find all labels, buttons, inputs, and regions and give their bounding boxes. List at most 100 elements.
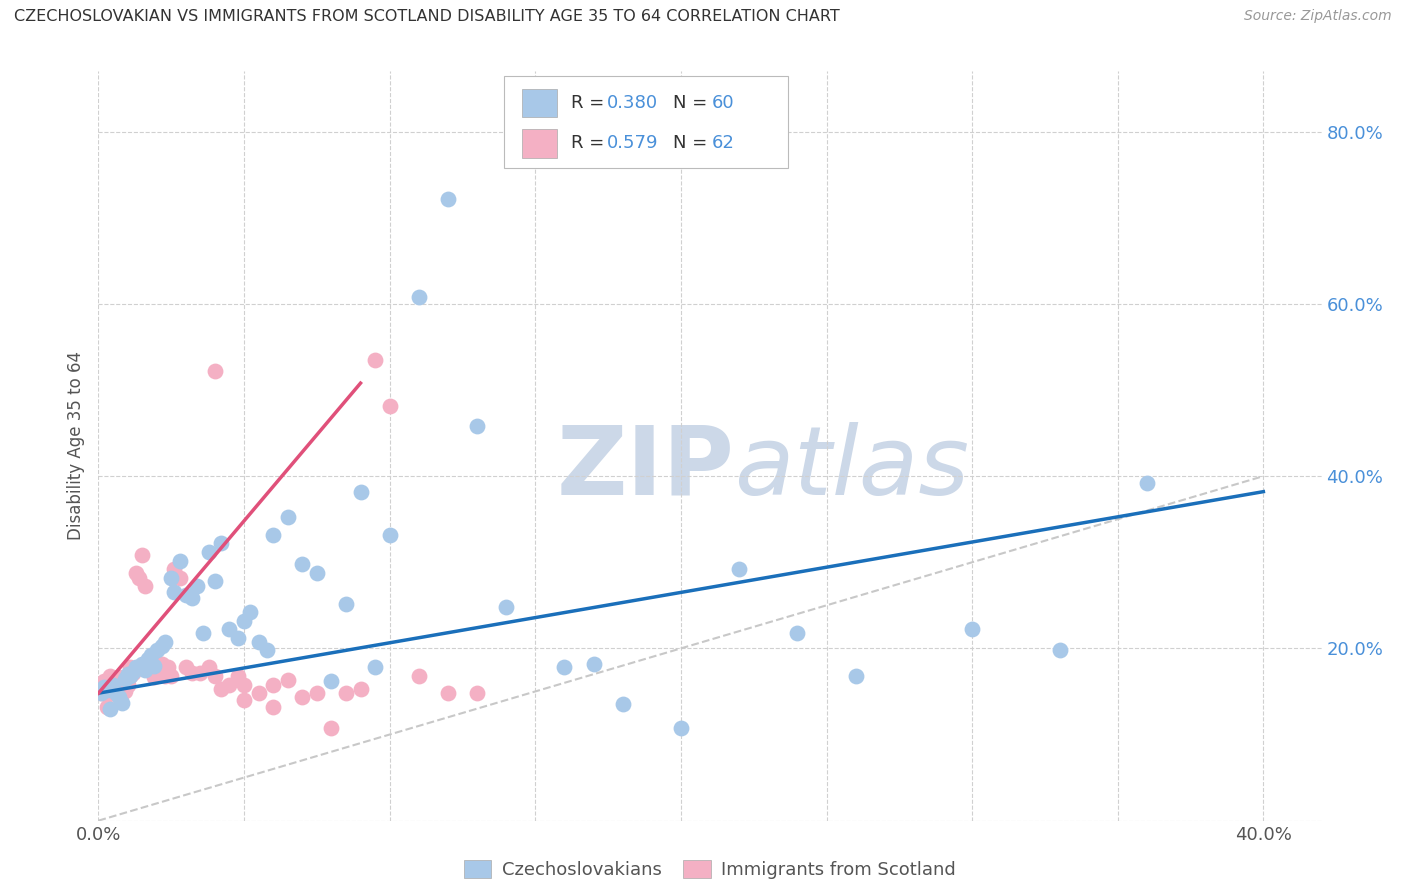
- Point: [134, 663, 156, 677]
- Text: atlas: atlas: [734, 422, 970, 515]
- Point: [98, 669, 121, 683]
- Point: [218, 677, 240, 691]
- Point: [1136, 476, 1159, 491]
- Point: [209, 681, 232, 696]
- Point: [93, 674, 115, 689]
- Point: [174, 660, 197, 674]
- Point: [125, 566, 148, 580]
- Point: [193, 626, 215, 640]
- Point: [1049, 643, 1071, 657]
- Point: [960, 623, 983, 637]
- Point: [305, 686, 328, 700]
- Point: [233, 614, 256, 628]
- Point: [139, 651, 162, 665]
- Point: [378, 527, 401, 541]
- Point: [163, 562, 186, 576]
- Point: [131, 657, 153, 671]
- Point: [122, 665, 145, 679]
- Point: [120, 669, 142, 683]
- Point: [180, 591, 202, 606]
- Point: [108, 670, 131, 684]
- Point: [786, 626, 808, 640]
- Point: [108, 690, 131, 705]
- Point: [305, 566, 328, 580]
- Point: [90, 686, 112, 700]
- Point: [96, 677, 118, 691]
- Point: [198, 545, 221, 559]
- Point: [152, 639, 174, 653]
- Point: [149, 660, 172, 674]
- Point: [247, 634, 270, 648]
- Point: [93, 680, 115, 694]
- Point: [188, 665, 212, 680]
- Point: [117, 669, 139, 683]
- Point: [136, 660, 159, 674]
- Point: [134, 579, 156, 593]
- Point: [226, 631, 249, 645]
- Point: [239, 605, 262, 619]
- Point: [142, 658, 165, 673]
- Point: [98, 701, 121, 715]
- Point: [204, 669, 226, 683]
- Text: 60: 60: [711, 94, 735, 112]
- Point: [198, 660, 221, 674]
- Point: [277, 510, 299, 524]
- Point: [139, 648, 162, 663]
- Point: [262, 700, 284, 714]
- Point: [204, 364, 226, 378]
- Point: [262, 677, 284, 691]
- Point: [291, 557, 314, 571]
- Point: [247, 686, 270, 700]
- Text: 0.380: 0.380: [606, 94, 658, 112]
- Point: [104, 686, 127, 700]
- Point: [160, 669, 183, 683]
- Point: [145, 643, 167, 657]
- Text: R =: R =: [571, 94, 610, 112]
- Point: [120, 669, 142, 683]
- Point: [131, 549, 153, 563]
- Point: [437, 192, 460, 206]
- Point: [93, 682, 115, 697]
- Point: [98, 686, 121, 700]
- Point: [180, 665, 202, 680]
- Point: [90, 686, 112, 700]
- Point: [209, 536, 232, 550]
- Text: Source: ZipAtlas.com: Source: ZipAtlas.com: [1244, 9, 1392, 23]
- Point: [114, 684, 136, 698]
- Text: N =: N =: [672, 94, 713, 112]
- Point: [364, 660, 387, 674]
- Point: [145, 665, 167, 680]
- Point: [117, 667, 139, 681]
- Point: [349, 484, 371, 499]
- Point: [845, 669, 868, 683]
- Point: [335, 597, 357, 611]
- Text: R =: R =: [571, 135, 610, 153]
- Text: 0.579: 0.579: [606, 135, 658, 153]
- Point: [408, 290, 430, 304]
- Point: [174, 588, 197, 602]
- Point: [437, 686, 460, 700]
- Point: [142, 670, 165, 684]
- Point: [163, 585, 186, 599]
- Point: [108, 681, 131, 696]
- Point: [233, 693, 256, 707]
- Point: [169, 571, 191, 585]
- Point: [465, 686, 488, 700]
- Text: ZIP: ZIP: [557, 422, 734, 515]
- Point: [669, 721, 692, 735]
- Point: [157, 660, 180, 674]
- Point: [104, 687, 127, 701]
- Point: [582, 657, 605, 671]
- Point: [186, 579, 208, 593]
- Point: [114, 672, 136, 686]
- Point: [408, 669, 430, 683]
- Legend: Czechoslovakians, Immigrants from Scotland: Czechoslovakians, Immigrants from Scotla…: [457, 853, 963, 887]
- Point: [152, 657, 174, 671]
- Point: [155, 634, 177, 648]
- Point: [125, 660, 148, 674]
- Point: [256, 643, 278, 657]
- Point: [226, 669, 249, 683]
- Point: [218, 623, 240, 637]
- Point: [495, 600, 517, 615]
- Point: [122, 665, 145, 680]
